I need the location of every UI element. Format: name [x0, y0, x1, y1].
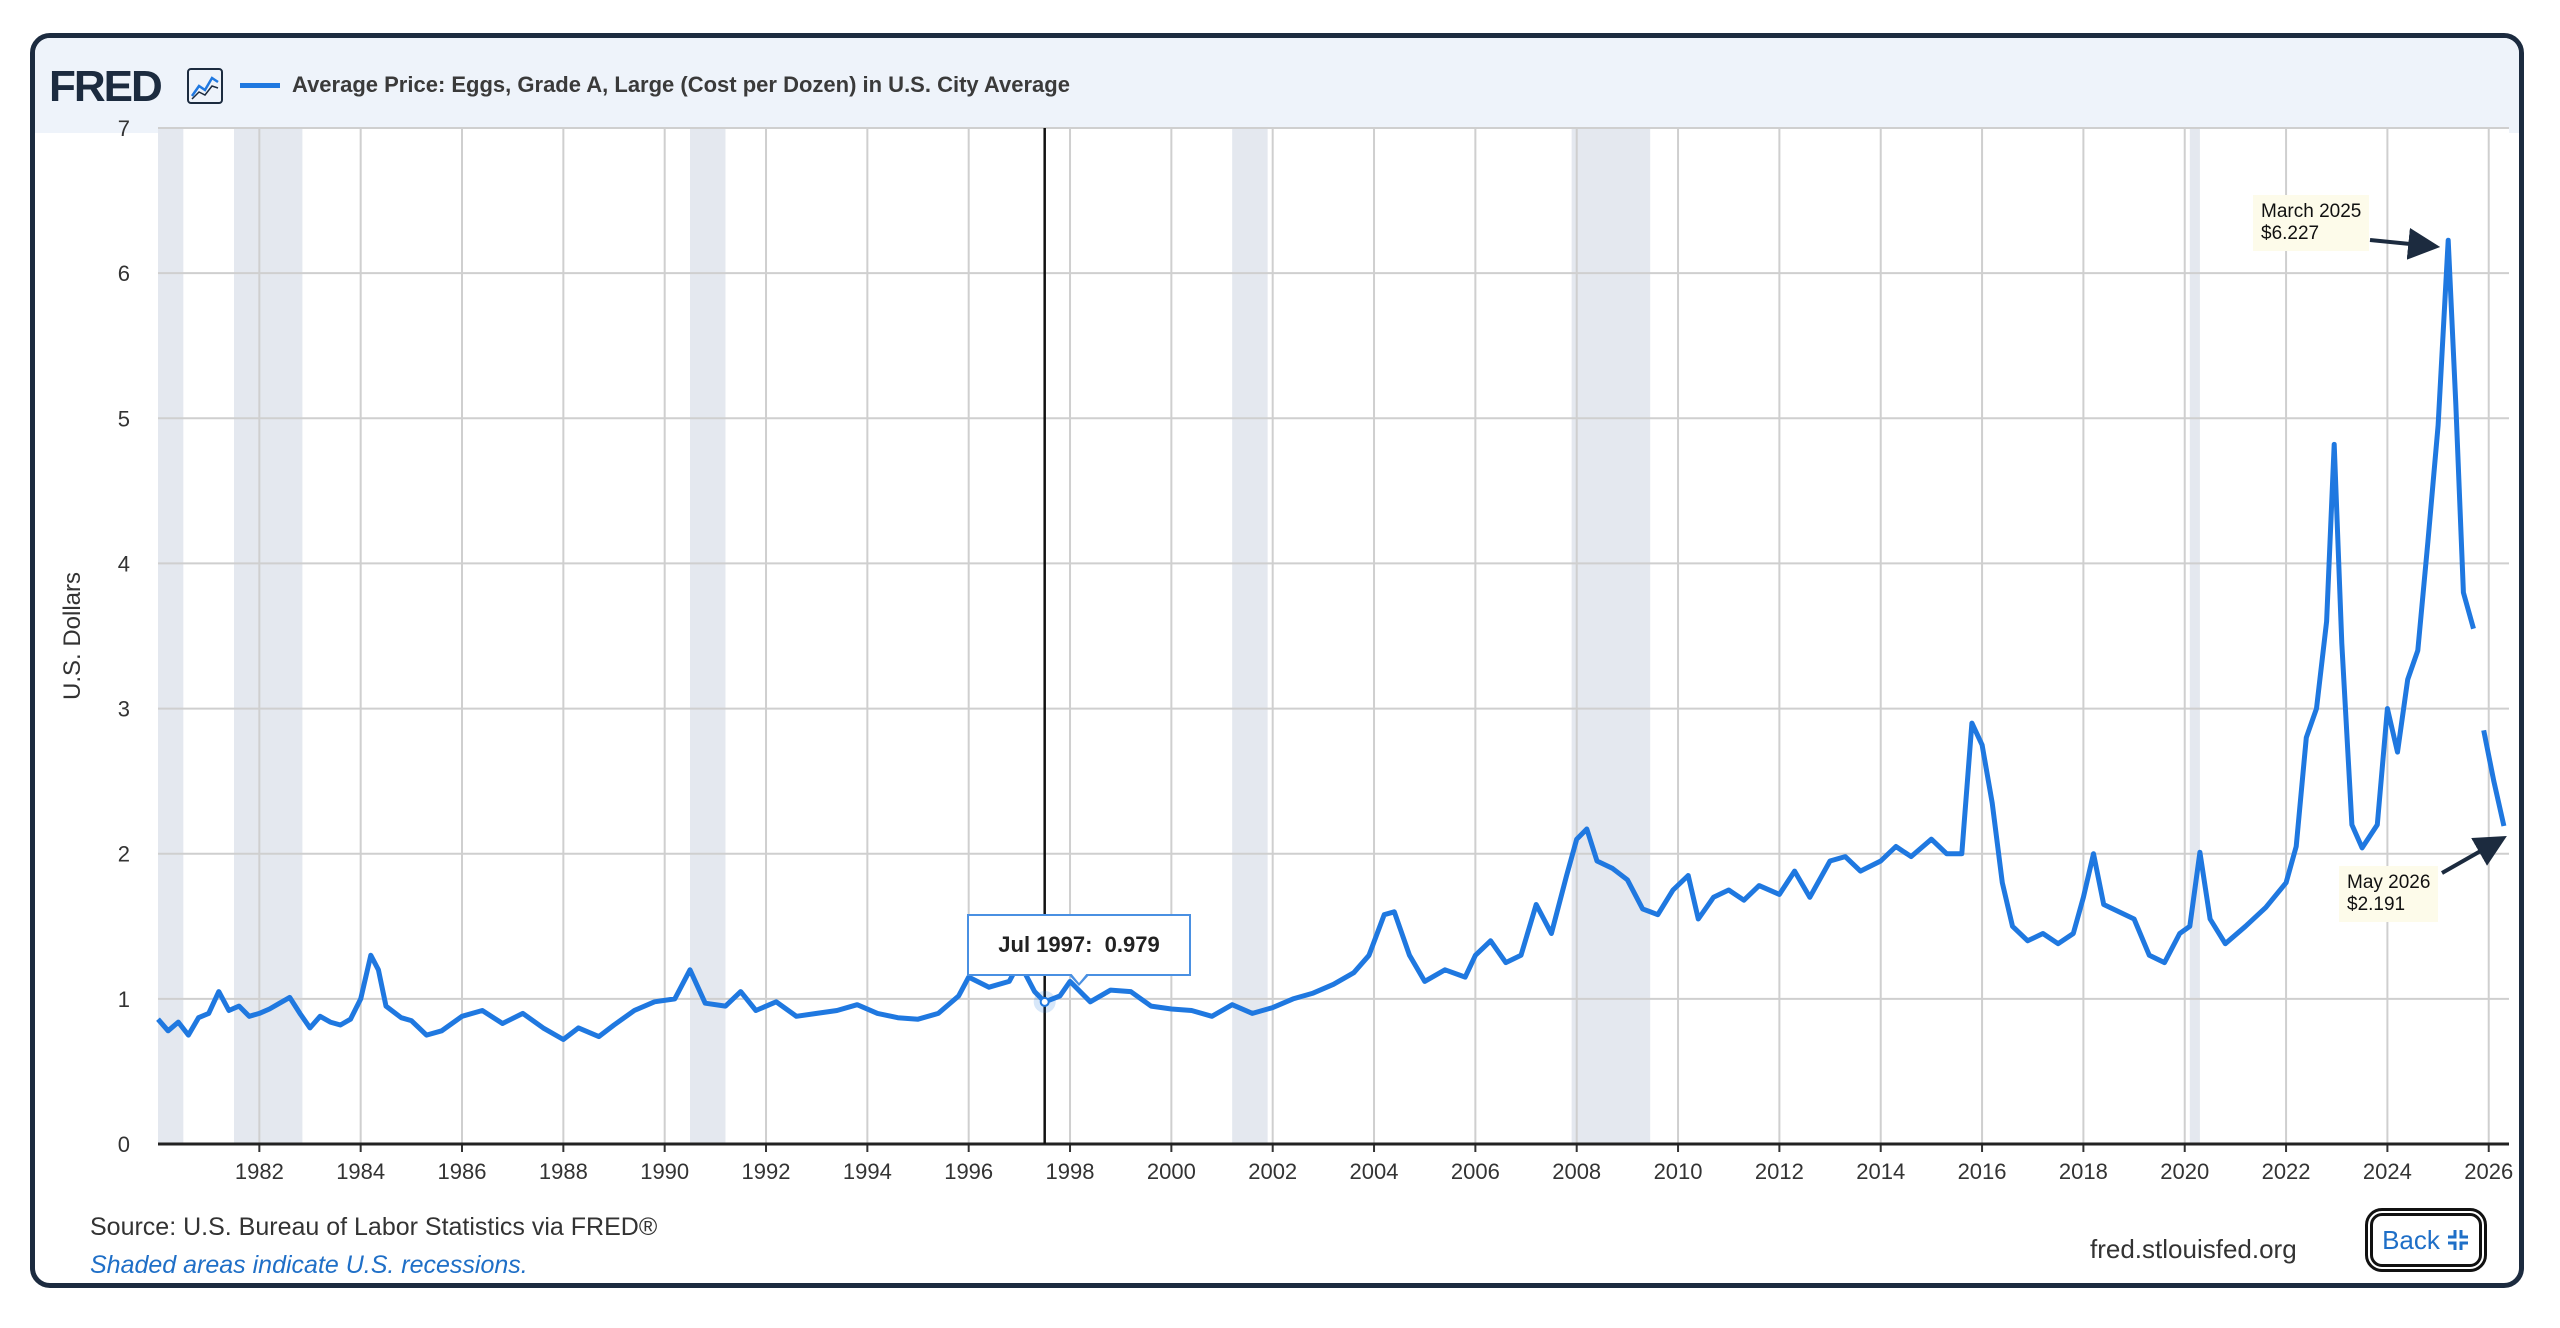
- recession-band: [1232, 128, 1268, 1144]
- recession-band: [234, 128, 303, 1144]
- line-chart-icon[interactable]: [187, 68, 223, 104]
- x-tick-label: 1988: [539, 1159, 588, 1184]
- y-axis-label: U.S. Dollars: [59, 572, 86, 700]
- back-label: Back: [2382, 1224, 2440, 1255]
- legend-series-title: Average Price: Eggs, Grade A, Large (Cos…: [292, 72, 1070, 97]
- recession-band: [690, 128, 726, 1144]
- latest-annotation: May 2026 $2.191: [2339, 866, 2439, 922]
- latest-annotation-arrow: [2441, 836, 2507, 875]
- recession-band: [158, 128, 184, 1144]
- back-button[interactable]: Back: [2365, 1208, 2487, 1272]
- legend-swatch: [240, 82, 280, 88]
- latest-annotation-date: May 2026: [2347, 872, 2431, 893]
- line-chart[interactable]: 0 1 2 3 4 5 6 7 1982 1984 1986 1988 1990 1992 1994 1996…: [35, 38, 2524, 1288]
- x-tick-label: 1992: [742, 1159, 791, 1184]
- recession-band: [1571, 128, 1651, 1144]
- collapse-icon: [2447, 1230, 2468, 1250]
- y-tick-label: 3: [118, 697, 130, 722]
- x-tick-label: 1998: [1046, 1159, 1095, 1184]
- series-line: [156, 237, 2476, 1042]
- header-band: [35, 38, 2519, 133]
- x-tick-label: 1996: [944, 1159, 993, 1184]
- x-tick-label: 1984: [336, 1159, 385, 1184]
- tooltip-tail-inner: [1070, 972, 1088, 983]
- x-tick-label: 2012: [1755, 1159, 1804, 1184]
- y-tick-label: 5: [118, 406, 130, 431]
- chart-frame: FRED Average Price: Eggs, Grade A, Large…: [30, 33, 2524, 1288]
- x-tick-label: 2008: [1552, 1159, 1601, 1184]
- y-tick-label: 2: [118, 842, 130, 867]
- hover-tooltip: Jul 1997: 0.979: [967, 914, 1191, 976]
- x-tick-label: 1986: [438, 1159, 487, 1184]
- x-tick-label: 1994: [843, 1159, 892, 1184]
- x-tick-label: 2010: [1654, 1159, 1703, 1184]
- y-tick-label: 7: [118, 116, 130, 141]
- tooltip-value: 0.979: [1104, 932, 1160, 957]
- x-tick-label: 2002: [1248, 1159, 1297, 1184]
- y-tick-label: 4: [118, 551, 130, 576]
- x-tick-label: 2024: [2363, 1159, 2412, 1184]
- chart-legend: Average Price: Eggs, Grade A, Large (Cos…: [240, 72, 1070, 98]
- peak-annotation-value: $6.227: [2261, 223, 2320, 244]
- latest-annotation-value: $2.191: [2347, 894, 2406, 915]
- y-tick-label: 0: [118, 1132, 130, 1157]
- x-tick-label: 2006: [1451, 1159, 1500, 1184]
- plot-area: [158, 128, 2509, 1144]
- x-tick-label: 2004: [1350, 1159, 1399, 1184]
- recession-band: [2189, 128, 2200, 1144]
- recession-note: Shaded areas indicate U.S. recessions.: [90, 1251, 528, 1279]
- source-note: Source: U.S. Bureau of Labor Statistics …: [90, 1213, 658, 1241]
- y-tick-label: 1: [118, 987, 130, 1012]
- y-tick-label: 6: [118, 261, 130, 286]
- peak-annotation: March 2025 $6.227: [2253, 195, 2370, 251]
- fred-logo[interactable]: FRED: [49, 62, 163, 111]
- x-tick-label: 2000: [1147, 1159, 1196, 1184]
- peak-annotation-arrow: [2369, 227, 2441, 260]
- x-tick-label: 2016: [1958, 1159, 2007, 1184]
- x-tick-label: 1990: [640, 1159, 689, 1184]
- hover-point: [1039, 996, 1050, 1007]
- x-tick-label: 2020: [2160, 1159, 2209, 1184]
- tooltip-date: Jul 1997:: [998, 932, 1093, 957]
- x-tick-label: 2026: [2464, 1159, 2513, 1184]
- x-tick-label: 2018: [2059, 1159, 2108, 1184]
- x-tick-label: 2022: [2262, 1159, 2311, 1184]
- x-tick-label: 2014: [1856, 1159, 1905, 1184]
- peak-annotation-date: March 2025: [2261, 201, 2362, 222]
- site-url[interactable]: fred.stlouisfed.org: [2090, 1234, 2297, 1264]
- x-tick-label: 1982: [235, 1159, 284, 1184]
- series-line: [2481, 729, 2507, 827]
